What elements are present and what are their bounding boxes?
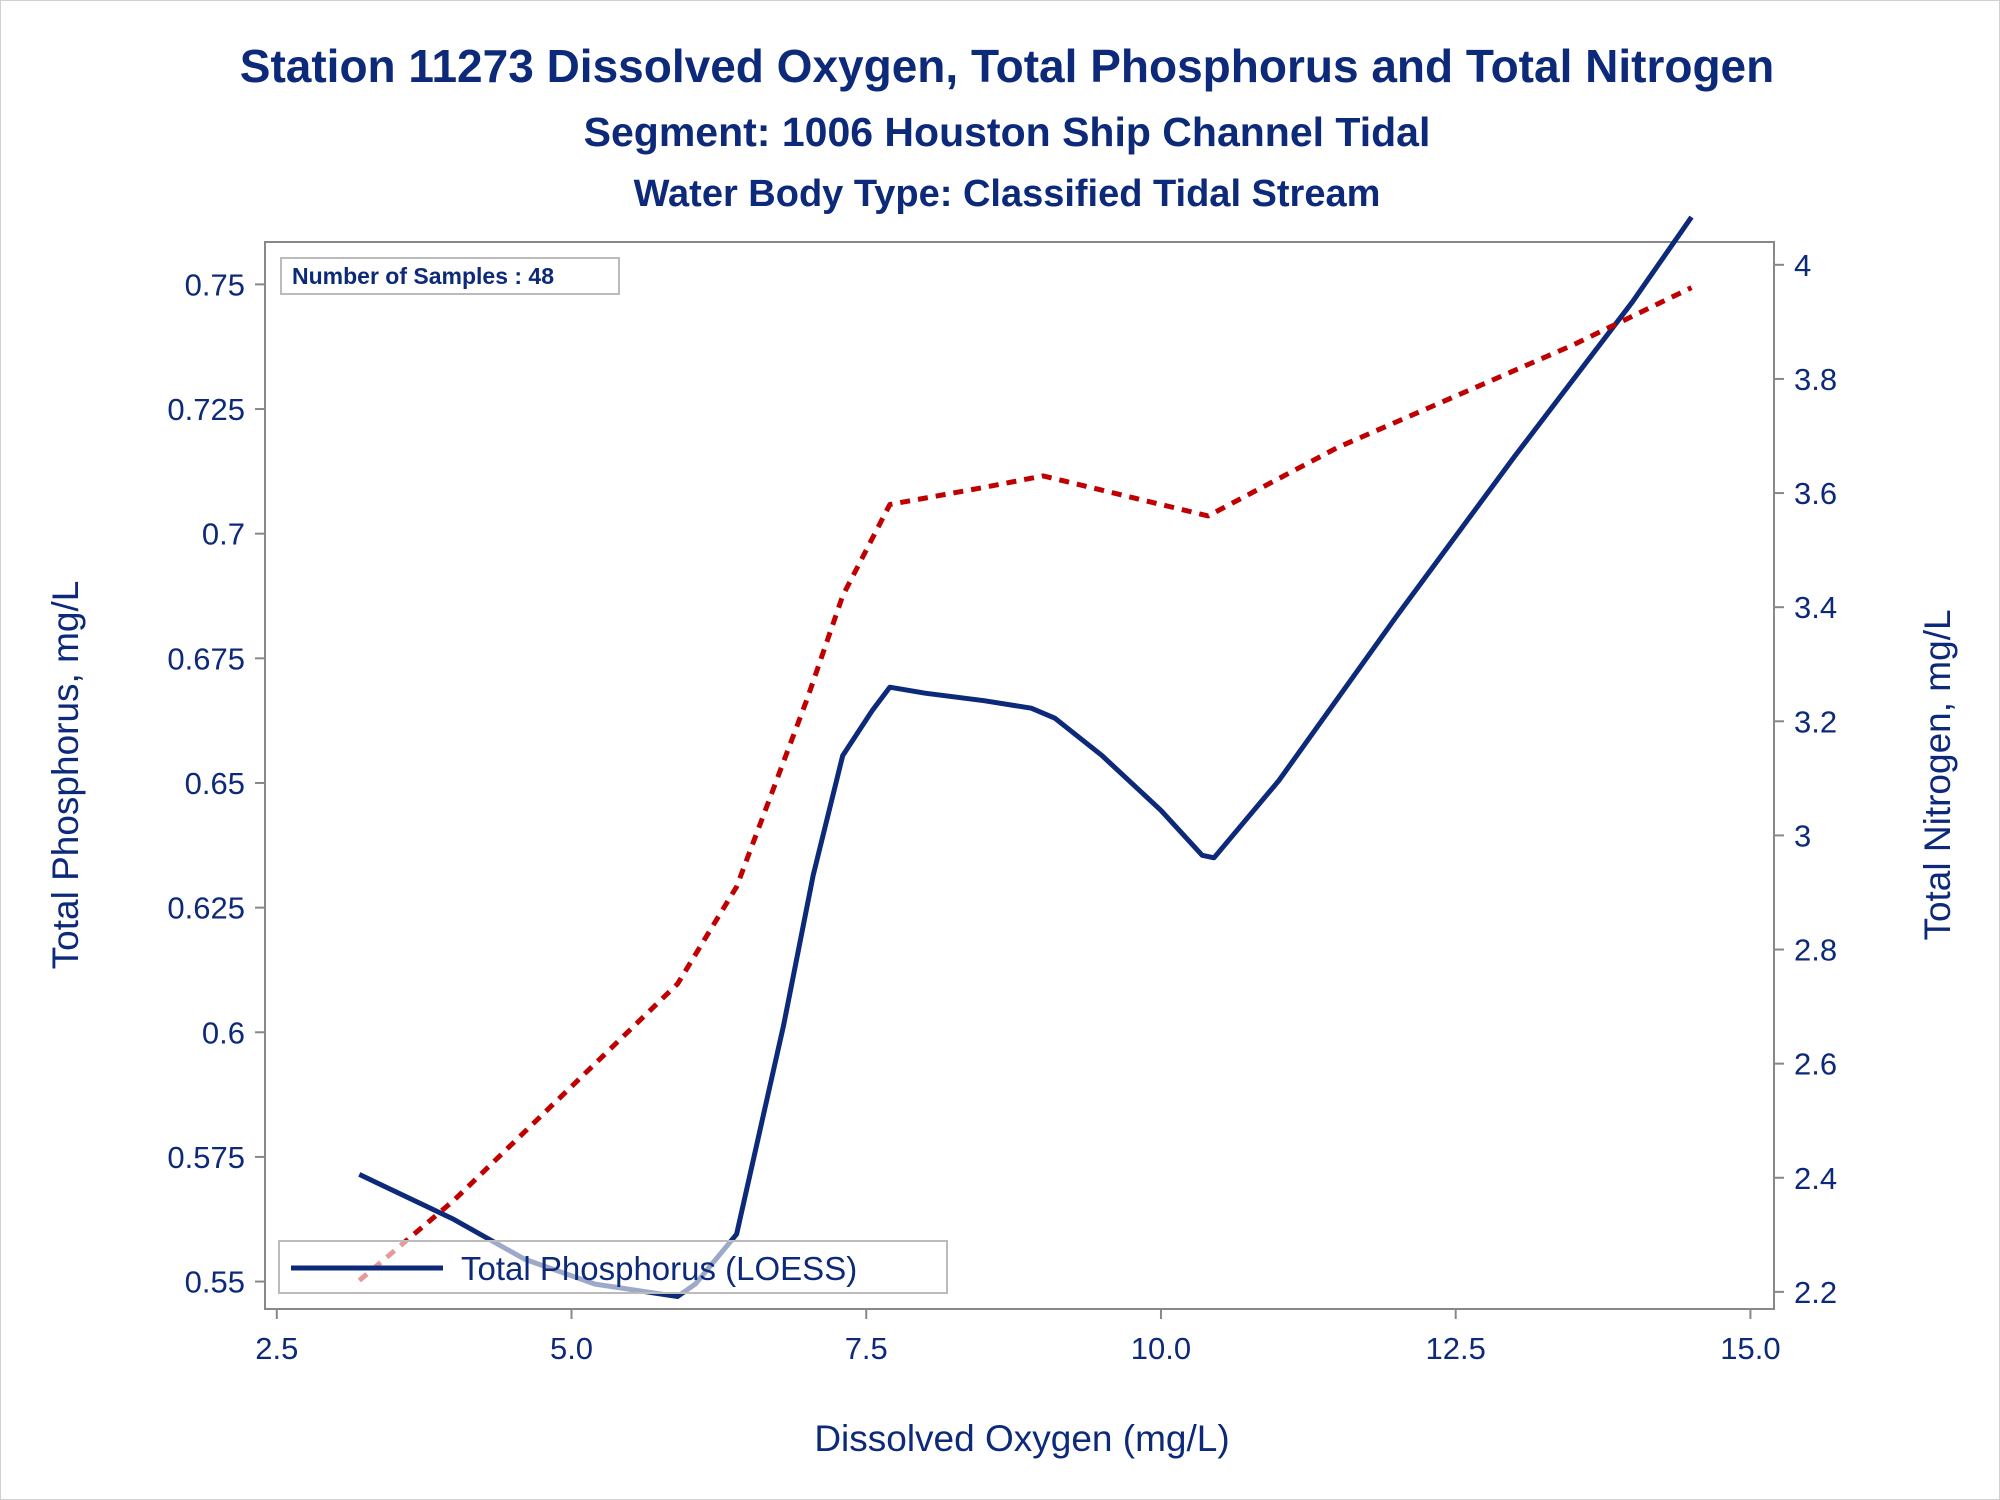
y2-tick-label: 2.2 <box>1794 1275 1837 1310</box>
y2-tick-label: 3.2 <box>1794 704 1837 739</box>
y2-tick-label: 2.6 <box>1794 1047 1837 1082</box>
sample-count-box: Number of Samples : 48 <box>280 257 620 295</box>
series-line-nitrogen <box>357 285 1693 1283</box>
legend: Total Phosphorus (LOESS) <box>278 1240 948 1294</box>
y-axis-label: Total Phosphorus, mg/L <box>45 581 86 970</box>
sample-count-text: Number of Samples : 48 <box>292 263 554 289</box>
x-tick-label: 5.0 <box>550 1331 593 1366</box>
chart-subtitle: Segment: 1006 Houston Ship Channel Tidal <box>584 109 1431 155</box>
plot-area <box>264 241 1775 1310</box>
x-tick-label: 15.0 <box>1720 1331 1780 1366</box>
y-tick-label: 0.75 <box>185 267 245 302</box>
y-tick-label: 0.55 <box>185 1265 245 1300</box>
y2-axis-label: Total Nitrogen, mg/L <box>1917 609 1958 940</box>
y-axis-left: 0.55 0.575 0.6 0.625 0.65 0.675 0.7 0.725 0.75 <box>167 267 265 1300</box>
y2-tick-label: 4 <box>1794 248 1811 283</box>
y-tick-label: 0.65 <box>185 766 245 801</box>
chart-title: Station 11273 Dissolved Oxygen, Total Ph… <box>240 40 1774 92</box>
y-tick-label: 0.575 <box>167 1140 245 1175</box>
y-tick-label: 0.725 <box>167 392 245 427</box>
series-layer <box>357 215 1694 1299</box>
x-tick-label: 10.0 <box>1131 1331 1191 1366</box>
y-tick-label: 0.675 <box>167 641 245 676</box>
y-tick-label: 0.625 <box>167 891 245 926</box>
sample-count-frame <box>280 257 620 295</box>
legend-label-phosphorus: Total Phosphorus (LOESS) <box>461 1250 857 1287</box>
x-axis: 2.5 5.0 7.5 10.0 12.5 15.0 <box>255 1309 1781 1366</box>
y2-tick-label: 2.4 <box>1794 1161 1837 1196</box>
x-tick-label: 12.5 <box>1426 1331 1486 1366</box>
x-tick-label: 2.5 <box>255 1331 298 1366</box>
y-tick-label: 0.6 <box>202 1015 245 1050</box>
y2-tick-label: 3.6 <box>1794 476 1837 511</box>
y2-tick-label: 2.8 <box>1794 933 1837 968</box>
y2-tick-label: 3.8 <box>1794 362 1837 397</box>
y-axis-right: 2.2 2.4 2.6 2.8 3 3.2 3.4 3.6 3.8 4 <box>1774 248 1837 1310</box>
chart-subtitle-2: Water Body Type: Classified Tidal Stream <box>634 173 1381 215</box>
y2-tick-label: 3.4 <box>1794 590 1837 625</box>
series-line-phosphorus <box>358 215 1694 1299</box>
y2-tick-label: 3 <box>1794 818 1811 853</box>
x-tick-label: 7.5 <box>845 1331 888 1366</box>
x-axis-label: Dissolved Oxygen (mg/L) <box>814 1418 1229 1459</box>
y-tick-label: 0.7 <box>202 517 245 552</box>
